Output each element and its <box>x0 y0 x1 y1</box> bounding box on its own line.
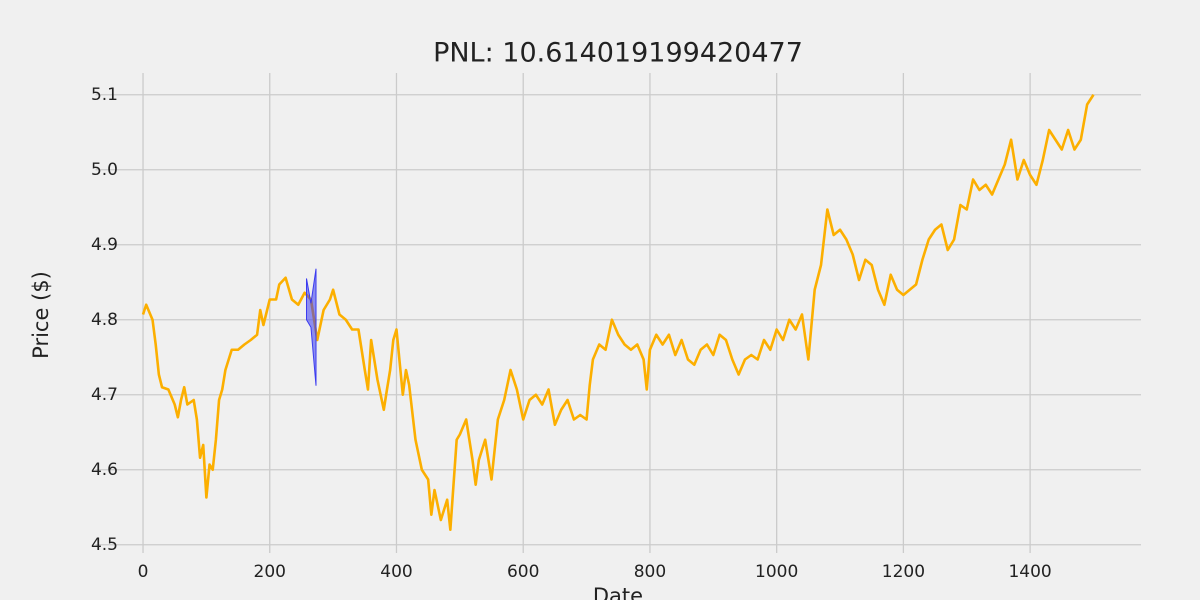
y-tick-label: 5.0 <box>91 160 118 180</box>
x-tick-label: 0 <box>138 562 149 582</box>
y-tick-label: 4.9 <box>91 235 118 255</box>
x-axis-label: Date <box>593 584 643 600</box>
prediction-band <box>306 268 317 386</box>
y-tick-label: 4.5 <box>91 535 118 555</box>
y-tick-label: 5.1 <box>91 85 118 105</box>
x-tick-label: 1000 <box>755 562 798 582</box>
x-tick-label: 400 <box>380 562 412 582</box>
x-tick-label: 1200 <box>882 562 925 582</box>
y-tick-label: 4.7 <box>91 385 118 405</box>
x-tick-label: 800 <box>634 562 666 582</box>
x-tick-label: 200 <box>254 562 286 582</box>
x-tick-label: 1400 <box>1008 562 1051 582</box>
y-axis-label: Price ($) <box>29 271 53 359</box>
y-tick-label: 4.8 <box>91 310 118 330</box>
x-tick-label: 600 <box>507 562 539 582</box>
chart-title: PNL: 10.614019199420477 <box>433 38 803 69</box>
y-tick-label: 4.6 <box>91 460 118 480</box>
price-line <box>141 94 1095 532</box>
